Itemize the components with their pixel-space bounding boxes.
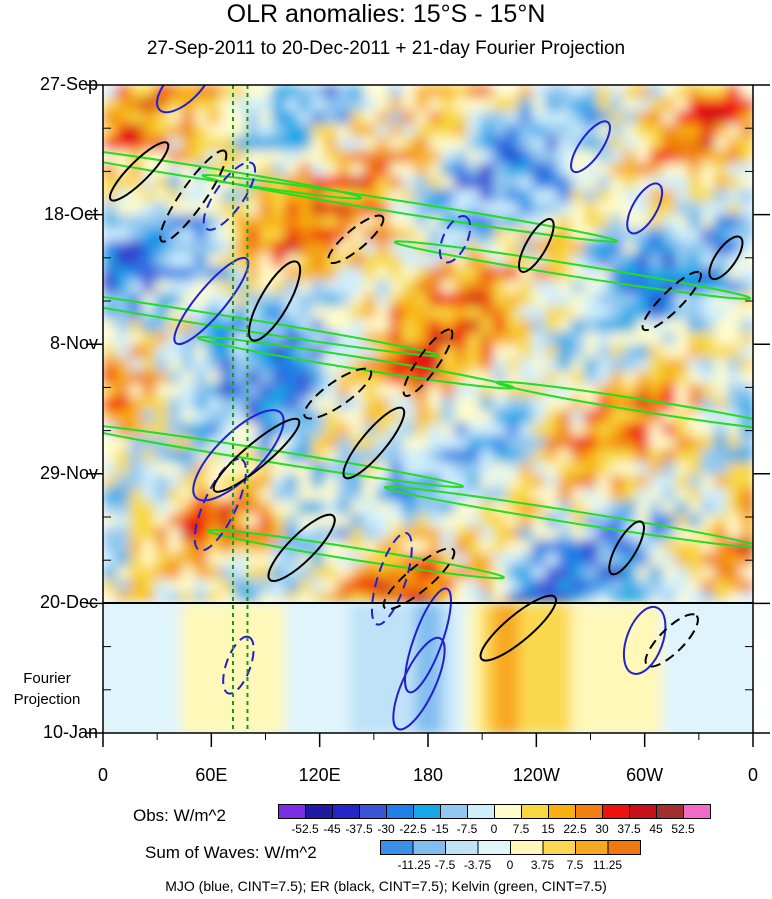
contour-legend: MJO (blue, CINT=7.5); ER (black, CINT=7.… xyxy=(165,878,607,894)
x-tick-label: 120W xyxy=(512,765,560,785)
colorbar-swatch xyxy=(305,804,333,819)
y-tick-label: 29-Nov xyxy=(39,462,98,483)
fourier-projection-label: Fourier Projection xyxy=(13,670,81,708)
colorbar-label: -37.5 xyxy=(345,822,373,836)
y-tick-label: 10-Jan xyxy=(42,722,98,742)
colorbar-label: 7.5 xyxy=(512,822,530,836)
colorbar-swatch xyxy=(445,840,479,855)
colorbar-label: -7.5 xyxy=(456,822,478,836)
colorbar-label: -3.75 xyxy=(463,858,492,872)
colorbar-label: -7.5 xyxy=(434,858,456,872)
colorbar-swatch xyxy=(607,840,641,855)
chart-subtitle: 27-Sep-2011 to 20-Dec-2011 + 21-day Four… xyxy=(146,38,626,59)
colorbar-label: 7.5 xyxy=(566,858,584,872)
colorbar-swatch xyxy=(521,804,549,819)
colorbar-swatch xyxy=(467,804,495,819)
colorbar-swatch xyxy=(542,840,576,855)
y-tick-label: 27-Sep xyxy=(39,74,98,94)
olr-anomaly-field xyxy=(103,85,753,606)
colorbar-swatch xyxy=(386,804,414,819)
colorbar-label: 52.5 xyxy=(671,822,695,836)
x-tick-label: 180 xyxy=(412,765,444,785)
colorbar-label: 22.5 xyxy=(563,822,587,836)
colorbar-label: -11.25 xyxy=(397,858,431,872)
colorbar-swatch xyxy=(278,804,306,819)
chart-title: OLR anomalies: 15°S - 15°N xyxy=(226,0,546,28)
colorbar-swatch xyxy=(656,804,684,819)
obs-colorbar-title: Obs: W/m^2 xyxy=(133,806,226,825)
colorbar-swatch xyxy=(548,804,576,819)
colorbar-swatch xyxy=(359,804,387,819)
x-tick-label: 60E xyxy=(195,765,228,785)
x-tick-label: 60W xyxy=(626,765,664,785)
colorbar-swatch xyxy=(683,804,711,819)
colorbar-label: -15 xyxy=(431,822,449,836)
colorbar-label: 0 xyxy=(506,858,514,872)
colorbar-swatch xyxy=(494,804,522,819)
colorbar-label: -22.5 xyxy=(399,822,427,836)
x-tick-label: 0 xyxy=(747,765,758,785)
y-tick-label: 18-Oct xyxy=(43,203,98,224)
colorbar-swatch xyxy=(332,804,360,819)
colorbar-label: 45 xyxy=(649,822,663,836)
y-tick-label: 20-Dec xyxy=(39,592,98,613)
colorbar-swatch xyxy=(380,840,414,855)
colorbar-label: 3.75 xyxy=(530,858,555,872)
colorbar-swatch xyxy=(440,804,468,819)
colorbar-swatch xyxy=(629,804,657,819)
fourier-projection-field xyxy=(103,603,753,733)
obs-colorbar xyxy=(278,804,711,819)
colorbar-label: -52.5 xyxy=(291,822,319,836)
colorbar-label: 0 xyxy=(490,822,498,836)
colorbar-label: 30 xyxy=(595,822,609,836)
colorbar-label: -45 xyxy=(323,822,341,836)
colorbar-label: 15 xyxy=(541,822,555,836)
waves-colorbar-title: Sum of Waves: W/m^2 xyxy=(145,843,317,862)
colorbar-swatch xyxy=(412,840,446,855)
x-tick-label: 120E xyxy=(298,765,341,785)
y-tick-label: 8-Nov xyxy=(49,333,98,354)
colorbar-label: -30 xyxy=(377,822,395,836)
waves-colorbar xyxy=(380,840,641,855)
axis-ticks xyxy=(86,84,770,747)
colorbar-swatch xyxy=(510,840,544,855)
colorbar-label: 37.5 xyxy=(617,822,641,836)
colorbar-label: 11.25 xyxy=(592,858,623,872)
colorbar-swatch xyxy=(575,840,609,855)
wave-contours xyxy=(103,85,753,733)
colorbar-swatch xyxy=(575,804,603,819)
colorbar-swatch xyxy=(602,804,630,819)
x-tick-label: 0 xyxy=(97,765,108,785)
colorbar-swatch xyxy=(477,840,511,855)
colorbar-swatch xyxy=(413,804,441,819)
